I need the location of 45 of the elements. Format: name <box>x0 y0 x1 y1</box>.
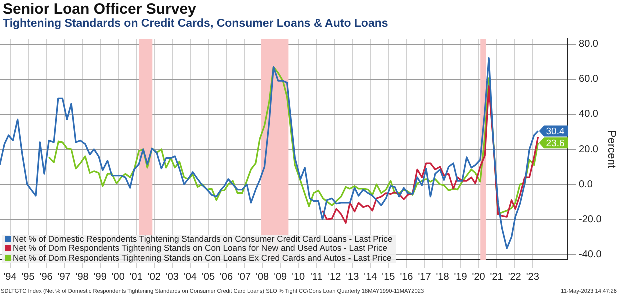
x-tick-label: '96 <box>40 272 54 283</box>
x-tick-label: '09 <box>274 272 288 283</box>
annotation: 30.4 <box>546 126 565 138</box>
y-tick-label: 60.0 <box>579 74 599 86</box>
x-tick-label: '99 <box>94 272 108 283</box>
x-tick-label: '18 <box>436 272 450 283</box>
y-tick-label: 40.0 <box>579 109 599 120</box>
x-tick-label: '20 <box>472 272 486 283</box>
x-tick-label: '13 <box>346 272 360 283</box>
chart-title: Senior Loan Officer Survey <box>3 1 196 18</box>
x-tick-label: '11 <box>310 272 324 283</box>
x-tick-label: '98 <box>76 272 90 283</box>
y-tick-label: 80.0 <box>579 39 599 50</box>
x-tick-label: '97 <box>58 272 72 283</box>
chart-subtitle: Tightening Standards on Credit Cards, Consumer Loans & Auto Loans <box>3 18 388 30</box>
y-tick-label: -20.0 <box>579 214 602 226</box>
x-tick-label: '05 <box>202 272 216 283</box>
x-tick-label: '08 <box>256 272 270 283</box>
x-tick-label: '12 <box>328 272 342 283</box>
x-tick-label: '06 <box>220 272 234 283</box>
x-tick-label: '00 <box>112 272 126 283</box>
x-tick-label: '21 <box>490 272 504 283</box>
x-tick-label: '03 <box>166 272 180 283</box>
x-tick-label: '02 <box>148 272 162 283</box>
x-tick-label: '19 <box>454 272 468 283</box>
annotation: 23.6 <box>546 138 565 150</box>
x-tick-label: '95 <box>22 272 36 283</box>
legend-label: Net % of Dom Respondents Tightening Stands on Con Loans Ex Cred Cards and Autos - Last Price <box>12 252 393 263</box>
x-tick-label: '07 <box>238 272 252 283</box>
x-tick-label: '04 <box>184 272 198 283</box>
legend-label: Net % of Dom Respondents Tightening Stands on Con Loans for New and Used Autos - Last Price <box>12 243 389 254</box>
y-axis-title: Percent <box>605 130 618 168</box>
x-tick-label: '22 <box>508 272 522 283</box>
x-tick-label: '17 <box>418 272 432 283</box>
x-tick-label: '94 <box>4 272 18 283</box>
x-tick-label: '10 <box>292 272 306 283</box>
y-tick-label: 0.0 <box>579 179 594 190</box>
legend-label: Net % of Domestic Respondents Tightening Standards on Consumer Credit Card Loans - Last Price <box>12 234 393 244</box>
x-tick-label: '23 <box>526 272 540 283</box>
x-tick-label: '14 <box>364 272 378 283</box>
y-tick-label: -40.0 <box>579 249 602 260</box>
x-tick-label: '16 <box>400 272 414 283</box>
y-tick-label: 20.0 <box>579 144 599 156</box>
x-tick-label: '01 <box>130 272 144 283</box>
x-tick-label: '15 <box>382 272 396 283</box>
